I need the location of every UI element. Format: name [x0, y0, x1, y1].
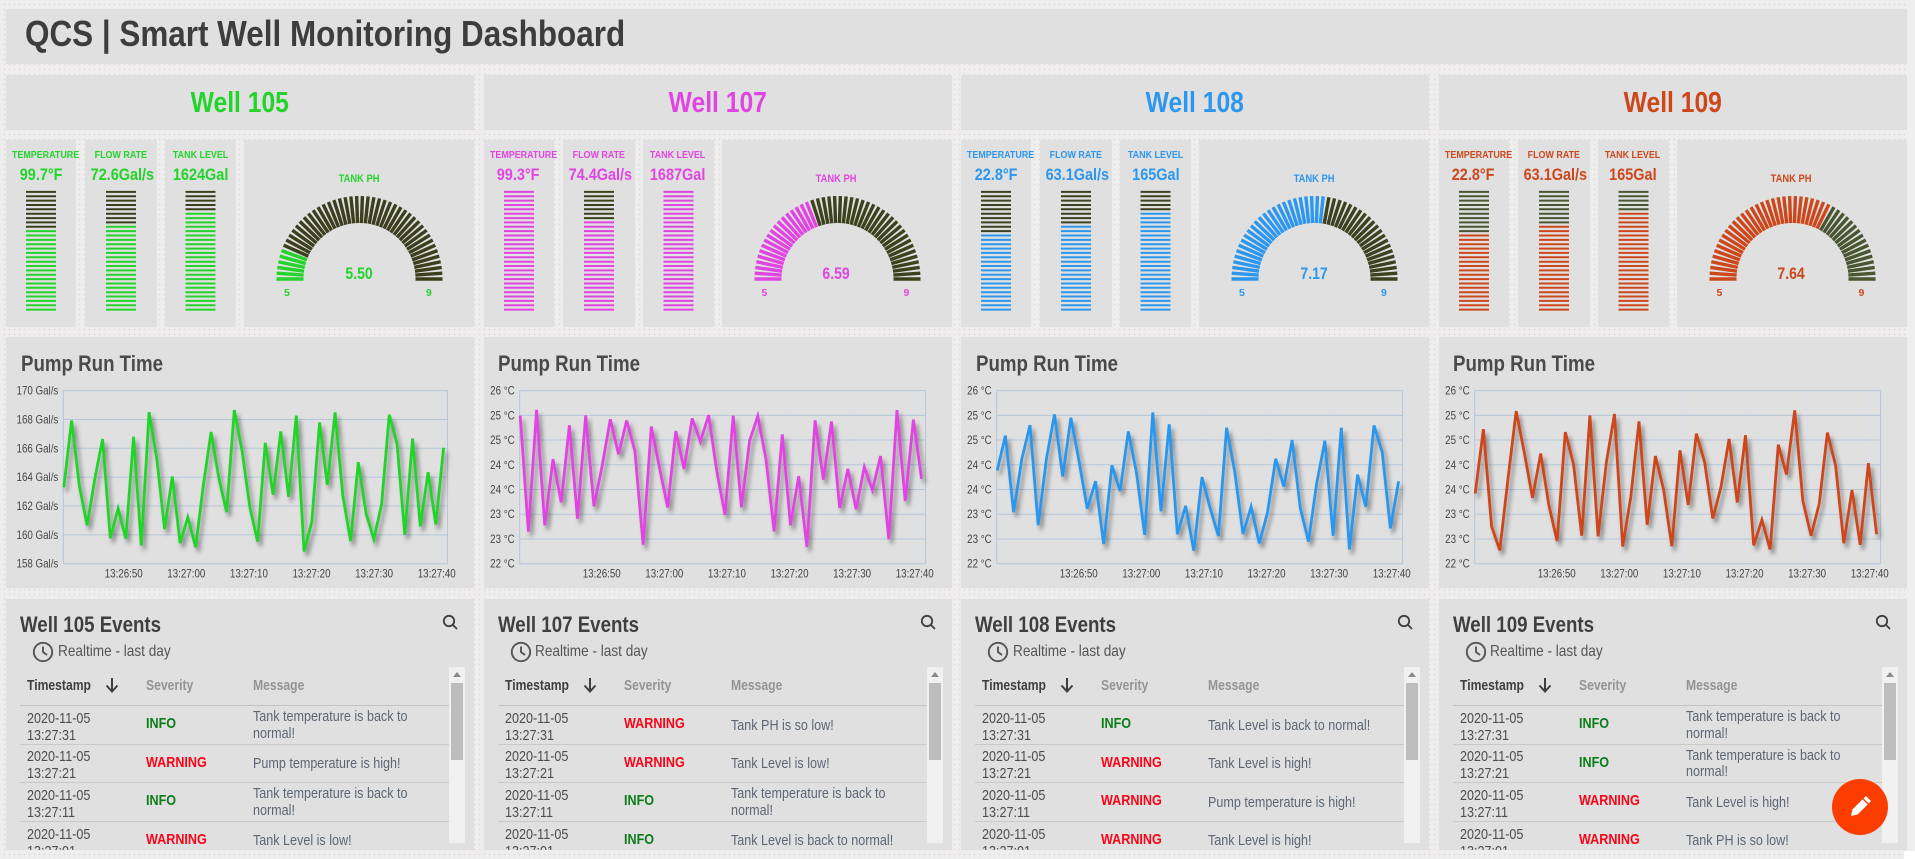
svg-text:13:27:00: 13:27:00	[645, 568, 683, 581]
svg-text:13:27:30: 13:27:30	[1310, 568, 1348, 581]
svg-text:22 °C: 22 °C	[490, 558, 515, 571]
svg-text:24 °C: 24 °C	[967, 459, 992, 472]
svg-text:25 °C: 25 °C	[967, 434, 992, 447]
svg-text:13:27:40: 13:27:40	[895, 568, 933, 581]
svg-text:23 °C: 23 °C	[967, 533, 992, 546]
svg-text:13:27:10: 13:27:10	[707, 568, 745, 581]
svg-text:23 °C: 23 °C	[967, 509, 992, 522]
svg-text:166 Gal/s: 166 Gal/s	[17, 443, 59, 456]
svg-text:24 °C: 24 °C	[1445, 484, 1470, 497]
svg-text:13:26:50: 13:26:50	[105, 568, 143, 581]
svg-text:13:27:10: 13:27:10	[230, 568, 268, 581]
svg-text:13:27:00: 13:27:00	[167, 568, 205, 581]
svg-text:25 °C: 25 °C	[967, 410, 992, 423]
svg-text:25 °C: 25 °C	[490, 434, 515, 447]
svg-text:158 Gal/s: 158 Gal/s	[17, 558, 59, 571]
svg-text:24 °C: 24 °C	[967, 484, 992, 497]
svg-text:13:27:30: 13:27:30	[355, 568, 393, 581]
svg-text:13:27:00: 13:27:00	[1122, 568, 1160, 581]
svg-text:13:27:20: 13:27:20	[1248, 568, 1286, 581]
svg-text:13:26:50: 13:26:50	[1537, 568, 1575, 581]
svg-text:13:27:10: 13:27:10	[1185, 568, 1223, 581]
svg-text:13:27:40: 13:27:40	[418, 568, 456, 581]
svg-text:160 Gal/s: 160 Gal/s	[17, 529, 59, 542]
svg-text:13:27:30: 13:27:30	[833, 568, 871, 581]
svg-text:22 °C: 22 °C	[1445, 558, 1470, 571]
svg-text:13:27:10: 13:27:10	[1662, 568, 1700, 581]
svg-text:24 °C: 24 °C	[490, 484, 515, 497]
svg-text:170 Gal/s: 170 Gal/s	[17, 385, 59, 398]
svg-text:168 Gal/s: 168 Gal/s	[17, 414, 59, 427]
svg-text:26 °C: 26 °C	[967, 385, 992, 398]
svg-text:13:26:50: 13:26:50	[1060, 568, 1098, 581]
svg-text:23 °C: 23 °C	[490, 509, 515, 522]
svg-text:26 °C: 26 °C	[490, 385, 515, 398]
svg-text:25 °C: 25 °C	[1445, 434, 1470, 447]
svg-text:13:26:50: 13:26:50	[582, 568, 620, 581]
svg-text:13:27:40: 13:27:40	[1850, 568, 1888, 581]
svg-text:13:27:20: 13:27:20	[770, 568, 808, 581]
svg-text:25 °C: 25 °C	[1445, 410, 1470, 423]
svg-text:13:27:20: 13:27:20	[293, 568, 331, 581]
svg-text:25 °C: 25 °C	[490, 410, 515, 423]
svg-text:162 Gal/s: 162 Gal/s	[17, 500, 59, 513]
svg-text:164 Gal/s: 164 Gal/s	[17, 471, 59, 484]
svg-text:13:27:30: 13:27:30	[1788, 568, 1826, 581]
svg-text:23 °C: 23 °C	[490, 533, 515, 546]
svg-text:23 °C: 23 °C	[1445, 533, 1470, 546]
svg-text:23 °C: 23 °C	[1445, 509, 1470, 522]
svg-text:24 °C: 24 °C	[490, 459, 515, 472]
svg-text:22 °C: 22 °C	[967, 558, 992, 571]
svg-text:13:27:00: 13:27:00	[1600, 568, 1638, 581]
svg-text:13:27:40: 13:27:40	[1373, 568, 1411, 581]
svg-text:24 °C: 24 °C	[1445, 459, 1470, 472]
svg-text:26 °C: 26 °C	[1445, 385, 1470, 398]
svg-text:13:27:20: 13:27:20	[1725, 568, 1763, 581]
